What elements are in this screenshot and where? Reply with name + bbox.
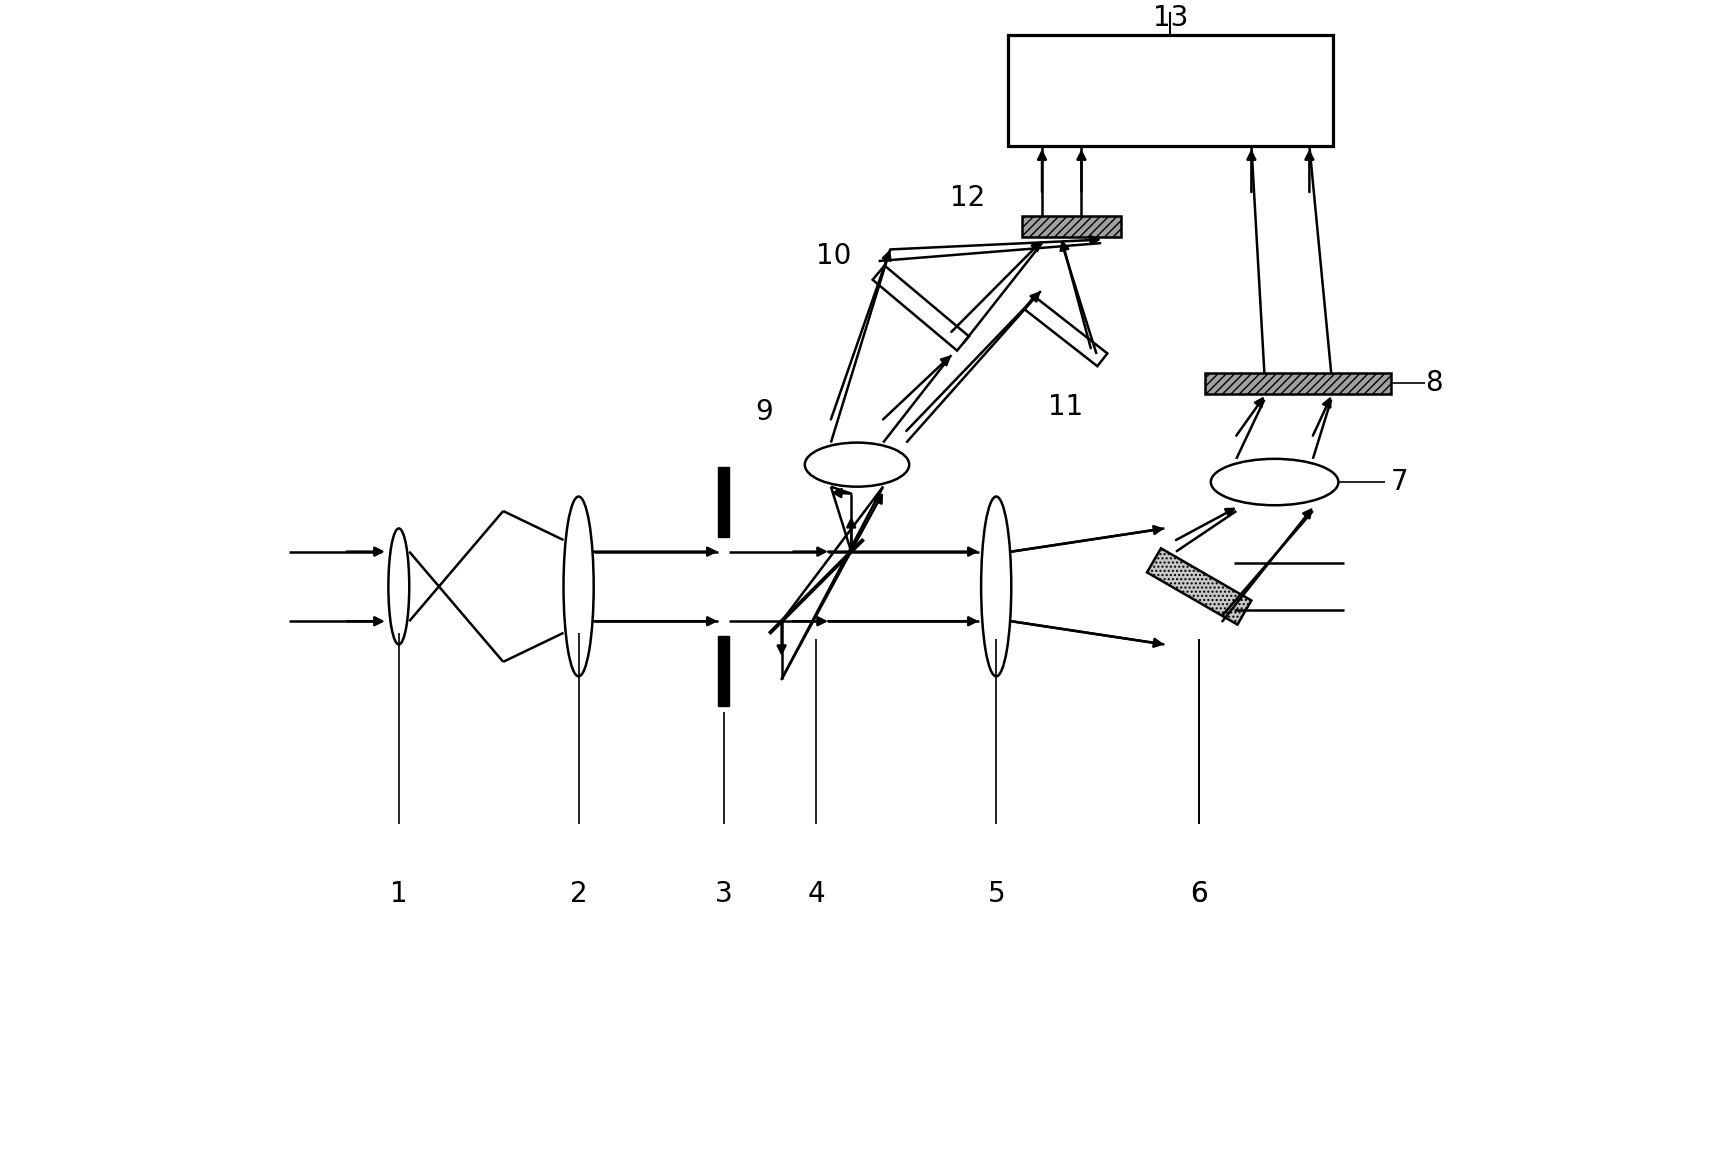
Text: 9: 9 bbox=[756, 398, 773, 427]
Text: 6: 6 bbox=[1191, 880, 1208, 908]
Polygon shape bbox=[872, 266, 968, 350]
Text: 10: 10 bbox=[816, 242, 852, 270]
Text: 3: 3 bbox=[715, 880, 732, 908]
Bar bbox=[1205, 372, 1390, 394]
Text: 4: 4 bbox=[807, 880, 824, 908]
Polygon shape bbox=[1025, 296, 1107, 367]
Text: 5: 5 bbox=[987, 880, 1004, 908]
Text: 7: 7 bbox=[1390, 468, 1409, 496]
Text: 12: 12 bbox=[950, 183, 986, 212]
Text: 6: 6 bbox=[1191, 880, 1208, 908]
Bar bbox=[1022, 216, 1121, 237]
Bar bbox=[718, 637, 730, 706]
Text: 1: 1 bbox=[391, 880, 408, 908]
Text: 13: 13 bbox=[1152, 4, 1188, 32]
Text: 2: 2 bbox=[569, 880, 588, 908]
Bar bbox=[718, 466, 730, 537]
Text: 8: 8 bbox=[1426, 369, 1443, 397]
Text: 11: 11 bbox=[1049, 392, 1083, 421]
Bar bbox=[1008, 35, 1332, 146]
Polygon shape bbox=[1147, 549, 1251, 625]
